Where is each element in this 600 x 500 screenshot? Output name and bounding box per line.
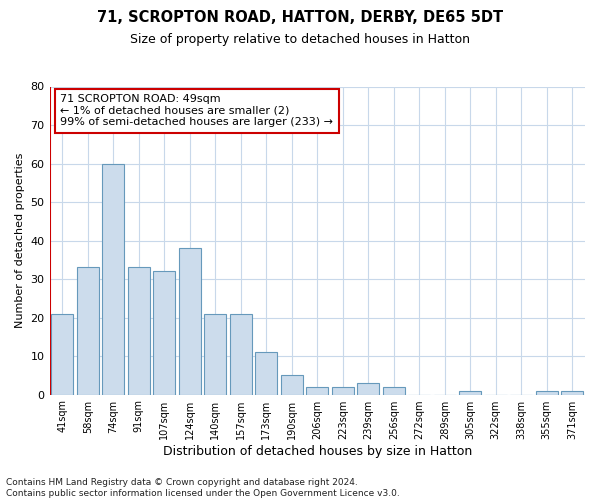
Bar [562, 390, 583, 394]
Bar [358, 383, 379, 394]
Bar [179, 248, 200, 394]
Bar [52, 314, 73, 394]
Bar [256, 352, 277, 395]
Bar [205, 314, 226, 394]
Bar [383, 387, 404, 394]
Bar [154, 272, 175, 394]
Text: Size of property relative to detached houses in Hatton: Size of property relative to detached ho… [130, 32, 470, 46]
Text: 71 SCROPTON ROAD: 49sqm
← 1% of detached houses are smaller (2)
99% of semi-deta: 71 SCROPTON ROAD: 49sqm ← 1% of detached… [60, 94, 333, 128]
Bar [460, 390, 481, 394]
Bar [281, 376, 302, 394]
Text: 71, SCROPTON ROAD, HATTON, DERBY, DE65 5DT: 71, SCROPTON ROAD, HATTON, DERBY, DE65 5… [97, 10, 503, 25]
Y-axis label: Number of detached properties: Number of detached properties [15, 153, 25, 328]
Bar [77, 268, 98, 394]
X-axis label: Distribution of detached houses by size in Hatton: Distribution of detached houses by size … [163, 444, 472, 458]
Text: Contains HM Land Registry data © Crown copyright and database right 2024.
Contai: Contains HM Land Registry data © Crown c… [6, 478, 400, 498]
Bar [230, 314, 251, 394]
Bar [536, 390, 557, 394]
Bar [128, 268, 149, 394]
Bar [307, 387, 328, 394]
Bar [103, 164, 124, 394]
Bar [332, 387, 353, 394]
